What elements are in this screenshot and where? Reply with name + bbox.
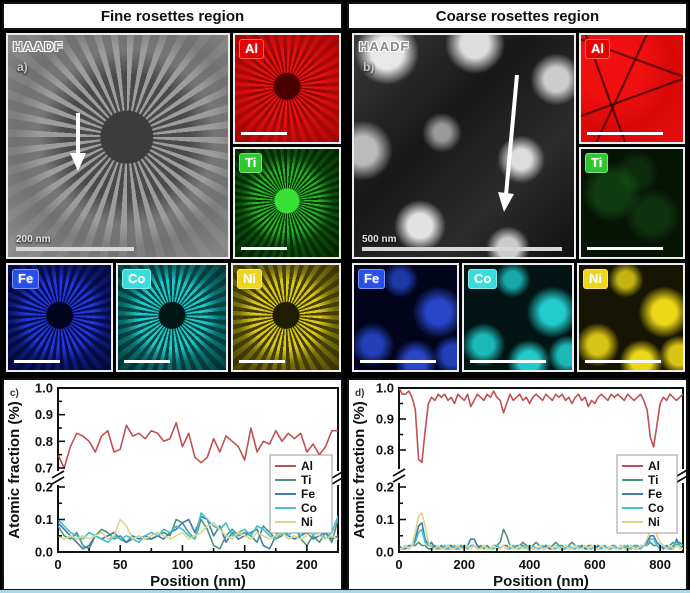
scale-bar	[241, 247, 287, 250]
svg-text:Ti: Ti	[301, 473, 311, 487]
svg-text:Atomic fraction (%): Atomic fraction (%)	[351, 401, 368, 539]
scale-bar	[360, 360, 436, 363]
scale-bar	[14, 360, 60, 363]
al-map-fine: Al	[233, 33, 341, 144]
svg-text:Co: Co	[301, 501, 317, 515]
element-badge-al: Al	[585, 39, 610, 59]
scale-bar-line	[362, 247, 562, 251]
element-badge-al: Al	[239, 39, 264, 59]
element-badge-fe: Fe	[12, 269, 40, 289]
svg-text:0: 0	[54, 557, 61, 572]
coarse-region-header: Coarse rosettes region	[347, 2, 688, 30]
svg-text:0.9: 0.9	[35, 407, 53, 422]
svg-text:Position (nm): Position (nm)	[150, 573, 246, 589]
panel-letter-b: b)	[363, 60, 375, 74]
svg-text:50: 50	[113, 557, 127, 572]
scale-bar-line	[16, 247, 134, 251]
bottom-edge-line	[0, 590, 690, 593]
svg-text:100: 100	[172, 557, 194, 572]
svg-text:Atomic fraction (%): Atomic fraction (%)	[6, 401, 23, 539]
element-badge-fe: Fe	[358, 269, 386, 289]
element-badge-ni: Ni	[583, 269, 608, 289]
plot-c-svg: 0.7 0.8 0.9 1.0 0.0 0.1 0.2 0 50 100 150 200 Positio…	[6, 381, 345, 590]
svg-text:Al: Al	[648, 459, 660, 473]
svg-text:0.8: 0.8	[376, 443, 394, 458]
ni-map-fine: Ni	[231, 263, 341, 372]
al-map-coarse: Al	[579, 33, 685, 144]
haadf-label: HAADF	[13, 39, 64, 54]
scale-bar-label: 200 nm	[16, 234, 51, 245]
line-profile-plot-fine: 0.7 0.8 0.9 1.0 0.0 0.1 0.2 0 50 100 150 200 Positio…	[2, 378, 345, 591]
svg-text:150: 150	[234, 557, 256, 572]
ti-map-fine: Ti	[233, 147, 341, 259]
svg-text:200: 200	[296, 557, 318, 572]
svg-text:Fe: Fe	[648, 487, 662, 501]
svg-text:Ti: Ti	[648, 473, 658, 487]
fine-region-header: Fine rosettes region	[2, 2, 343, 30]
svg-text:0.2: 0.2	[376, 480, 394, 495]
fe-map-coarse: Fe	[352, 263, 459, 372]
fine-region-title: Fine rosettes region	[100, 7, 245, 25]
ni-map-coarse: Ni	[577, 263, 685, 372]
svg-text:200: 200	[453, 557, 475, 572]
svg-text:0: 0	[395, 557, 402, 572]
svg-text:0.7: 0.7	[35, 461, 53, 476]
haadf-image-fine: HAADF a) 200 nm	[6, 33, 230, 259]
svg-text:Ni: Ni	[301, 515, 313, 529]
svg-text:400: 400	[519, 557, 541, 572]
element-badge-co: Co	[122, 269, 152, 289]
fe-map-fine: Fe	[6, 263, 113, 372]
svg-text:d): d)	[355, 388, 364, 399]
svg-text:c): c)	[10, 388, 19, 399]
haadf-image-coarse: HAADF b) 500 nm	[352, 33, 576, 259]
co-map-coarse: Co	[462, 263, 574, 372]
element-badge-co: Co	[468, 269, 498, 289]
ti-map-coarse: Ti	[579, 147, 685, 259]
svg-text:0.1: 0.1	[35, 512, 53, 527]
scale-bar: 200 nm	[16, 234, 134, 251]
scale-bar	[470, 360, 546, 363]
down-arrow-icon	[498, 74, 519, 212]
scale-bar	[585, 360, 661, 363]
svg-text:Al: Al	[301, 459, 313, 473]
svg-text:0.2: 0.2	[35, 480, 53, 495]
svg-text:1.0: 1.0	[376, 381, 394, 396]
svg-text:Position (nm): Position (nm)	[493, 573, 589, 589]
svg-text:Ni: Ni	[648, 515, 660, 529]
scale-bar: 500 nm	[362, 234, 562, 251]
haadf-label: HAADF	[359, 39, 410, 54]
panel-letter-a: a)	[17, 60, 28, 74]
scale-bar	[124, 360, 170, 363]
down-arrow-icon	[70, 113, 86, 171]
element-badge-ni: Ni	[237, 269, 262, 289]
svg-text:0.0: 0.0	[35, 545, 53, 560]
co-map-fine: Co	[116, 263, 228, 372]
svg-text:Fe: Fe	[301, 487, 315, 501]
line-profile-plot-coarse: 0.8 0.9 1.0 0.0 0.1 0.2 0 200 400 600 800 Position …	[347, 378, 690, 591]
svg-text:0.0: 0.0	[376, 545, 394, 560]
scale-bar	[239, 360, 285, 363]
scale-bar	[587, 132, 663, 135]
coarse-region-title: Coarse rosettes region	[435, 7, 600, 25]
scale-bar	[241, 132, 287, 135]
svg-text:800: 800	[649, 557, 671, 572]
scale-bar-label: 500 nm	[362, 234, 397, 245]
plot-d-svg: 0.8 0.9 1.0 0.0 0.1 0.2 0 200 400 600 800 Position …	[351, 381, 690, 590]
svg-text:0.9: 0.9	[376, 412, 394, 427]
element-badge-ti: Ti	[239, 153, 263, 173]
svg-text:600: 600	[584, 557, 606, 572]
element-badge-ti: Ti	[585, 153, 609, 173]
svg-text:1.0: 1.0	[35, 381, 53, 396]
svg-text:0.1: 0.1	[376, 512, 394, 527]
svg-text:Co: Co	[648, 501, 664, 515]
svg-text:0.8: 0.8	[35, 434, 53, 449]
scale-bar	[587, 247, 663, 250]
